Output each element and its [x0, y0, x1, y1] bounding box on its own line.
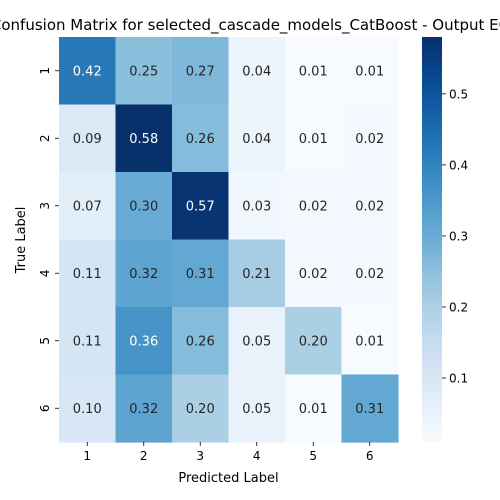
x-tick-label: 4: [253, 449, 261, 463]
x-axis: 1 2 3 4 5 6: [83, 442, 374, 463]
colorbar-gradient: [422, 37, 442, 442]
cell-value-label: 0.25: [129, 64, 158, 79]
cell-value-label: 0.04: [242, 64, 271, 79]
heatmap-cell: [228, 239, 286, 308]
cell-value-label: 0.27: [186, 64, 215, 79]
cell-value-label: 0.31: [355, 402, 384, 417]
x-tick-label: 2: [140, 449, 148, 463]
cell-value-label: 0.02: [355, 199, 384, 214]
cell-value-label: 0.20: [299, 334, 328, 349]
cell-value-label: 0.21: [242, 267, 271, 282]
heatmap-cell: [341, 307, 399, 376]
cell-value-label: 0.42: [73, 64, 102, 79]
heatmap-cell: [228, 37, 286, 106]
colorbar-tick-label: 0.1: [449, 372, 468, 386]
heatmap-cell: [172, 239, 230, 308]
x-tick-label: 1: [83, 449, 91, 463]
heatmap-cell: [228, 374, 286, 443]
cell-value-label: 0.05: [242, 334, 271, 349]
heatmap-cell: [285, 239, 343, 308]
y-axis-label: True Label: [14, 207, 29, 275]
heatmap-cells: 0.42 0.25 0.27 0.04 0.01 0.01 0.09 0.58 0.26 0.04…: [59, 37, 399, 443]
y-tick-label: 2: [38, 134, 52, 142]
cell-value-label: 0.05: [242, 402, 271, 417]
heatmap-cell: [228, 104, 286, 173]
chart-title: Confusion Matrix for selected_cascade_mo…: [0, 16, 500, 35]
cell-value-label: 0.01: [355, 64, 384, 79]
heatmap-cell: [59, 239, 117, 308]
cell-value-label: 0.01: [299, 402, 328, 417]
y-tick-label: 1: [38, 67, 52, 75]
y-tick-label: 6: [38, 404, 52, 412]
cell-value-label: 0.26: [186, 132, 215, 147]
x-axis-label: Predicted Label: [178, 471, 278, 486]
heatmap-cell: [228, 172, 286, 241]
cell-value-label: 0.01: [355, 334, 384, 349]
heatmap-cell: [341, 172, 399, 241]
heatmap-cell: [285, 104, 343, 173]
cell-value-label: 0.07: [73, 199, 102, 214]
cell-value-label: 0.10: [73, 402, 102, 417]
heatmap-cell: [228, 307, 286, 376]
cell-value-label: 0.26: [186, 334, 215, 349]
heatmap-cell: [341, 37, 399, 106]
cell-value-label: 0.09: [73, 132, 102, 147]
cell-value-label: 0.11: [73, 267, 102, 282]
colorbar-tick-label: 0.3: [449, 229, 468, 243]
cell-value-label: 0.31: [186, 267, 215, 282]
heatmap-cell: [285, 307, 343, 376]
colorbar: 0.1 0.2 0.3 0.4 0.5: [422, 37, 468, 442]
heatmap-cell: [59, 172, 117, 241]
heatmap-cell: [172, 172, 230, 241]
x-tick-label: 6: [366, 449, 374, 463]
y-tick-label: 4: [38, 269, 52, 277]
cell-value-label: 0.04: [242, 132, 271, 147]
y-axis: 1 2 3 4 5 6: [38, 67, 59, 412]
cell-value-label: 0.02: [299, 267, 328, 282]
cell-value-label: 0.11: [73, 334, 102, 349]
cell-value-label: 0.20: [186, 402, 215, 417]
heatmap-cell: [285, 172, 343, 241]
heatmap-cell: [115, 374, 173, 443]
cell-value-label: 0.36: [129, 334, 158, 349]
cell-value-label: 0.02: [299, 199, 328, 214]
heatmap-cell: [172, 37, 230, 106]
heatmap-cell: [115, 172, 173, 241]
y-tick-label: 5: [38, 337, 52, 345]
y-tick-label: 3: [38, 202, 52, 210]
heatmap-cell: [285, 37, 343, 106]
heatmap-cell: [115, 239, 173, 308]
heatmap-cell: [59, 104, 117, 173]
heatmap-cell: [115, 104, 173, 173]
heatmap-cell: [115, 307, 173, 376]
cell-value-label: 0.32: [129, 267, 158, 282]
heatmap-cell: [172, 104, 230, 173]
cell-value-label: 0.58: [129, 132, 158, 147]
cell-value-label: 0.01: [299, 132, 328, 147]
colorbar-tick-label: 0.2: [449, 301, 468, 315]
heatmap-cell: [59, 37, 117, 106]
heatmap-cell: [341, 104, 399, 173]
cell-value-label: 0.57: [186, 199, 215, 214]
cell-value-label: 0.30: [129, 199, 158, 214]
heatmap-cell: [115, 37, 173, 106]
cell-value-label: 0.03: [242, 199, 271, 214]
x-tick-label: 3: [196, 449, 204, 463]
cell-value-label: 0.32: [129, 402, 158, 417]
cell-value-label: 0.02: [355, 132, 384, 147]
colorbar-tick-label: 0.5: [449, 87, 468, 101]
cell-value-label: 0.01: [299, 64, 328, 79]
heatmap-cell: [172, 374, 230, 443]
heatmap-cell: [59, 307, 117, 376]
x-tick-label: 5: [309, 449, 317, 463]
heatmap-cell: [285, 374, 343, 443]
heatmap-cell: [59, 374, 117, 443]
heatmap-cell: [341, 239, 399, 308]
colorbar-tick-label: 0.4: [449, 158, 468, 172]
heatmap-cell: [172, 307, 230, 376]
heatmap-cell: [341, 374, 399, 443]
cell-value-label: 0.02: [355, 267, 384, 282]
